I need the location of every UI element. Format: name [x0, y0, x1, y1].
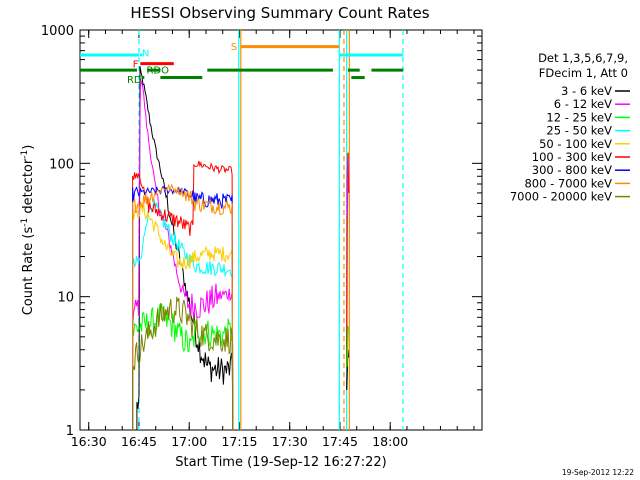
y-axis-label-mid: detector [21, 158, 36, 218]
flag-label-f: F [133, 60, 139, 71]
flag-label-rd: RD [127, 75, 142, 86]
flag-bars: N S F RDO RD [80, 42, 404, 86]
y-tick-labels: 1 10 100 1000 [41, 24, 74, 439]
legend-header-line-2: FDecim 1, Att 0 [539, 66, 628, 80]
y-axis-label-exp-2: -1 [20, 150, 30, 159]
flag-label-rdo: RDO [146, 66, 169, 77]
flag-label-s: S [231, 42, 237, 53]
legend-label-7000-20000-kev: 7000 - 20000 keV [510, 190, 612, 204]
chart-title: HESSI Observing Summary Count Rates [130, 4, 429, 22]
y-axis-label-prefix: Count Rate (s [21, 227, 36, 316]
x-tick-label-16-30: 16:30 [71, 434, 107, 449]
legend-label-800-7000-kev: 800 - 7000 keV [524, 176, 612, 190]
legend-header-line-1: Det 1,3,5,6,7,9, [538, 51, 628, 65]
y-tick-label-10: 10 [57, 291, 74, 306]
y-tick-label-100: 100 [49, 157, 74, 172]
legend-label-25-50-kev: 25 - 50 keV [546, 124, 612, 138]
series-line-800-7000-kev [132, 183, 234, 431]
x-tick-label-17-45: 17:45 [322, 434, 358, 449]
y-axis-label-exp-1: -1 [20, 218, 30, 227]
series-line-7000-20000-kev [132, 296, 234, 431]
legend-label-6-12-kev: 6 - 12 keV [554, 97, 612, 111]
legend-label-3-6-kev: 3 - 6 keV [561, 84, 612, 98]
legend-label-12-25-kev: 12 - 25 keV [546, 110, 612, 124]
y-tick-label-1: 1 [66, 424, 74, 439]
series-line-3-6-kev [136, 66, 234, 431]
flag-label-n: N [142, 48, 149, 59]
legend-label-300-800-kev: 300 - 800 keV [532, 163, 612, 177]
x-tick-label-17-30: 17:30 [272, 434, 308, 449]
y-axis-label: Count Rate (s-1 detector-1) [20, 145, 36, 316]
late-burst-1 [346, 157, 349, 217]
x-tick-labels: 16:30 16:45 17:00 17:15 17:30 17:45 18:00 [71, 434, 409, 449]
plot-frame [79, 29, 483, 431]
y-axis-label-suffix: ) [21, 145, 36, 150]
series-line-100-300-kev [132, 160, 234, 431]
series-line-6-12-kev [132, 79, 234, 431]
series-line-50-100-kev [132, 201, 234, 431]
x-tick-label-17-15: 17:15 [221, 434, 257, 449]
late-burst-3 [346, 326, 349, 367]
observation-markers [138, 30, 404, 430]
x-tick-label-16-45: 16:45 [121, 434, 157, 449]
legend-label-50-100-kev: 50 - 100 keV [539, 137, 612, 151]
x-tick-label-17-00: 17:00 [171, 434, 207, 449]
x-axis-label: Start Time (19-Sep-12 16:27:22) [175, 455, 386, 470]
legend-label-100-300-kev: 100 - 300 keV [532, 150, 612, 164]
x-tick-label-18-00: 18:00 [372, 434, 408, 449]
series-lines [132, 66, 350, 431]
y-tick-label-1000: 1000 [41, 24, 74, 39]
legend: Det 1,3,5,6,7,9, FDecim 1, Att 0 3 - 6 k… [510, 51, 630, 204]
plot-timestamp: 19-Sep-2012 12:22 [562, 468, 634, 477]
